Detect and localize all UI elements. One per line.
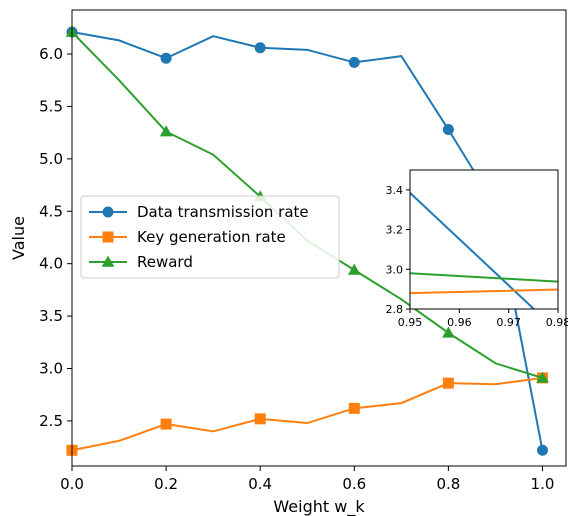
data-point <box>347 263 361 275</box>
inset-x-tick-label: 0.98 <box>546 316 568 329</box>
x-tick-label: 0.8 <box>436 475 460 493</box>
x-tick-label: 0.0 <box>60 475 84 493</box>
y-tick-label: 4.0 <box>39 255 63 273</box>
inset-axis-ticks: 0.95 0.96 0.97 0.98 2.8 3.0 3.2 3.4 <box>386 184 568 329</box>
x-axis-label: Weight w_k <box>273 497 365 516</box>
inset-y-tick-label: 3.2 <box>386 224 404 237</box>
inset-x-tick-label: 0.95 <box>398 316 423 329</box>
legend-item: Reward <box>89 253 193 271</box>
y-tick-label: 3.0 <box>39 360 63 378</box>
y-tick-label: 3.5 <box>39 307 63 325</box>
legend-marker <box>101 255 115 267</box>
inset-frame <box>409 169 559 310</box>
legend-item: Key generation rate <box>89 228 286 246</box>
legend-box <box>80 195 340 279</box>
data-point <box>254 413 266 425</box>
data-point <box>348 402 360 414</box>
main-series-layer <box>65 25 549 456</box>
data-point <box>442 326 455 338</box>
inset-x-tick-label: 0.97 <box>496 316 521 329</box>
inset-y-tick-label: 3.0 <box>386 263 404 276</box>
data-point <box>254 42 266 54</box>
data-point <box>160 418 172 430</box>
x-tick-label: 0.4 <box>248 475 272 493</box>
y-tick-label: 6.0 <box>39 45 63 63</box>
series-1 <box>66 372 548 456</box>
inset-zoom-plot: 0.95 0.96 0.97 0.98 2.8 3.0 3.2 3.4 <box>386 169 568 329</box>
inset-x-tick-label: 0.96 <box>447 316 472 329</box>
legend-label: Data transmission rate <box>137 203 309 221</box>
data-point <box>536 444 548 456</box>
y-axis-label: Value <box>9 216 28 260</box>
data-point <box>348 56 360 68</box>
x-tick-label: 0.2 <box>154 475 178 493</box>
legend-marker <box>102 231 114 243</box>
inset-y-tick-label: 2.8 <box>386 303 404 316</box>
y-tick-label: 5.5 <box>39 97 63 115</box>
y-tick-label: 5.0 <box>39 150 63 168</box>
legend-marker <box>102 206 114 218</box>
legend-label: Key generation rate <box>137 228 286 246</box>
legend-label: Reward <box>137 253 193 271</box>
series-line <box>71 376 543 452</box>
data-point <box>442 124 454 136</box>
main-plot-frame <box>71 9 567 467</box>
main-axis-ticks: 0.0 0.2 0.4 0.6 0.8 1.0 2.5 3.0 3.5 4.0 4.5 5.0 5.5 6… <box>39 45 554 493</box>
x-tick-label: 1.0 <box>531 475 555 493</box>
series-line <box>71 31 544 451</box>
x-tick-label: 0.6 <box>342 475 366 493</box>
legend: Data transmission rate Key generation rat… <box>80 195 340 279</box>
data-point <box>536 371 549 383</box>
inset-background <box>410 170 558 309</box>
data-point <box>159 125 173 137</box>
y-tick-label: 2.5 <box>39 412 63 430</box>
data-point <box>160 52 172 64</box>
y-tick-label: 4.5 <box>39 202 63 220</box>
data-point <box>442 377 454 389</box>
legend-item: Data transmission rate <box>89 203 309 221</box>
inset-y-tick-label: 3.4 <box>386 184 404 197</box>
